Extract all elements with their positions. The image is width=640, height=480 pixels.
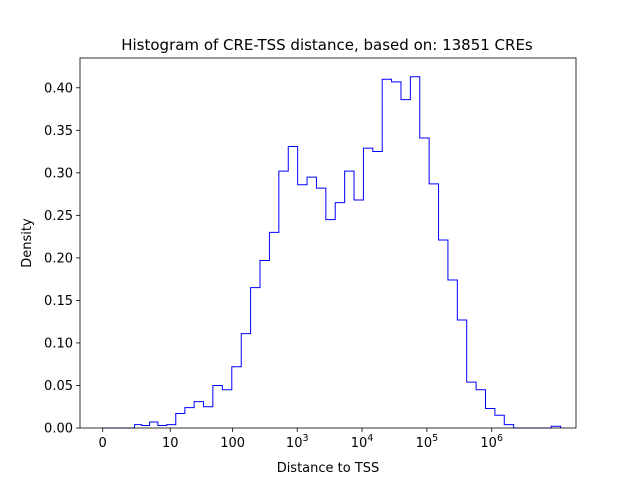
x-axis-title: Distance to TSS	[277, 461, 380, 476]
x-tick-label: 104	[351, 433, 374, 451]
x-tick-label: 103	[286, 433, 309, 451]
y-axis-ticks: 0.00 0.05 0.10 0.15 0.20 0.25 0.30 0.35 0.40	[44, 81, 80, 437]
y-tick-label: 0.25	[44, 209, 73, 224]
y-tick-label: 0.10	[44, 336, 73, 351]
chart-title: Histogram of CRE-TSS distance, based on:…	[121, 36, 533, 54]
axes-frame	[79, 57, 577, 429]
y-tick-label: 0.05	[44, 379, 73, 394]
x-tick-label: 10	[162, 436, 179, 451]
y-axis-title: Density	[20, 218, 35, 268]
x-tick-label: 100	[220, 436, 245, 451]
y-tick-label: 0.15	[44, 294, 73, 309]
x-tick-label: 105	[416, 433, 439, 451]
y-tick-label: 0.20	[44, 251, 73, 266]
plot-area	[80, 58, 576, 428]
y-tick-label: 0.35	[44, 124, 73, 139]
x-axis-ticks: 0 10 100 103 104 105 106	[99, 428, 503, 451]
y-tick-label: 0.30	[44, 166, 73, 181]
histogram-series-line	[102, 76, 562, 429]
y-tick-label: 0.00	[44, 422, 73, 437]
x-tick-label: 106	[480, 433, 503, 451]
x-tick-label: 0	[99, 436, 107, 451]
y-tick-label: 0.40	[44, 81, 73, 96]
